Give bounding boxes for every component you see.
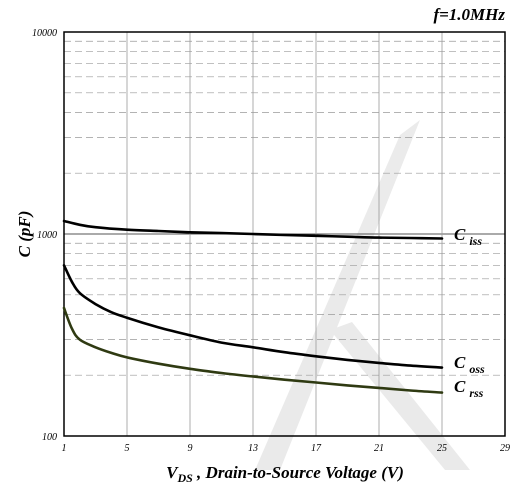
y-tick-labels: 100 1000 10000 xyxy=(32,28,57,443)
series-label-main: C xyxy=(454,353,466,372)
x-axis-label-rest: , Drain-to-Source Voltage (V) xyxy=(193,463,404,482)
x-axis-label: VDS , Drain-to-Source Voltage (V) xyxy=(166,463,404,485)
grid-lines xyxy=(64,32,505,436)
series-label-main: C xyxy=(454,225,466,244)
x-tick-label: 21 xyxy=(374,443,384,454)
series-label-sub: iss xyxy=(469,234,482,248)
series-label-sub: rss xyxy=(469,386,483,400)
x-axis-label-sub: DS xyxy=(176,471,193,485)
frequency-annotation: f=1.0MHz xyxy=(433,5,505,24)
series-label-main: C xyxy=(454,377,466,396)
y-tick-label: 100 xyxy=(42,432,57,443)
x-axis-label-main: V xyxy=(166,463,179,482)
y-axis-label: C (pF) xyxy=(15,211,34,258)
x-tick-label: 17 xyxy=(311,443,322,454)
series-layer xyxy=(62,219,444,394)
x-tick-label: 5 xyxy=(125,443,130,454)
x-tick-labels: 1 5 9 13 17 21 25 29 xyxy=(62,443,510,454)
plot-frame xyxy=(63,31,506,437)
y-tick-label: 10000 xyxy=(32,28,57,39)
series-label-sub: oss xyxy=(469,362,485,376)
x-tick-label: 1 xyxy=(62,443,67,454)
x-tick-label: 25 xyxy=(437,443,447,454)
series-line-iss xyxy=(62,219,444,240)
x-tick-label: 13 xyxy=(248,443,258,454)
x-tick-label: 29 xyxy=(500,443,510,454)
x-tick-label: 9 xyxy=(188,443,193,454)
y-tick-label: 1000 xyxy=(37,230,57,241)
series-line-oss xyxy=(62,264,444,369)
series-line-rss xyxy=(62,306,444,394)
